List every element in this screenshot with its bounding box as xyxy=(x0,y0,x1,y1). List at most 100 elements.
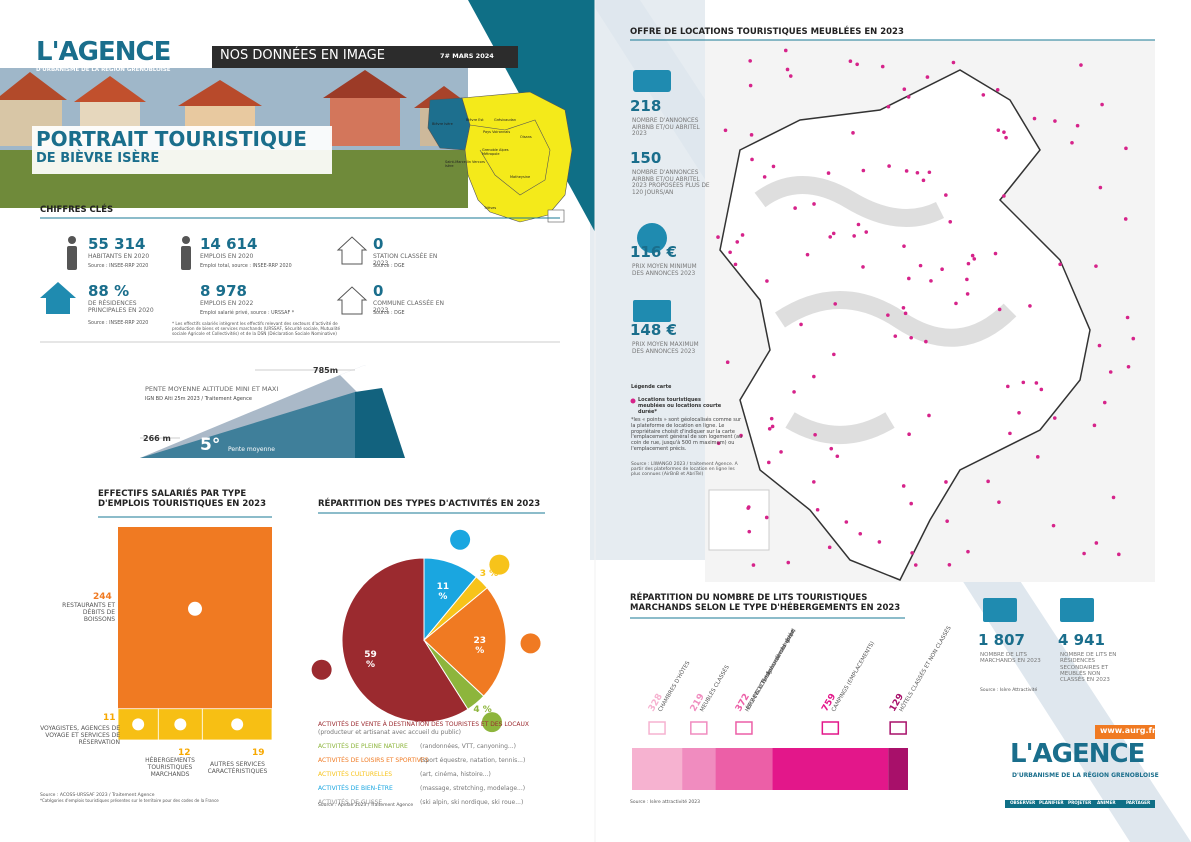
rental-dot xyxy=(966,549,970,554)
rental-dot xyxy=(1082,551,1086,556)
rental-dot xyxy=(909,501,913,506)
rental-dot xyxy=(750,157,754,162)
rental-dot xyxy=(852,234,856,238)
url: www.aurg.fr xyxy=(1100,726,1156,735)
section-title: OFFRE DE LOCATIONS TOURISTIQUES MEUBLÉES… xyxy=(630,27,904,37)
cell-icon xyxy=(188,601,202,616)
legend-description: (ski alpin, ski nordique, ski roue...) xyxy=(420,799,524,806)
rental-label: NOMBRE D'ANNONCES AIRBNB ET/OU ABRITEL 2… xyxy=(632,170,710,196)
rental-dot xyxy=(1111,495,1116,500)
title-box xyxy=(32,126,332,174)
rental-dot xyxy=(981,93,986,97)
key-figure-source: Emploi total, source : INSEE-RRP 2020 xyxy=(200,264,292,269)
rental-dot xyxy=(951,60,956,65)
region-label: Trièves xyxy=(484,206,497,210)
legend-title: Légende carte xyxy=(631,384,672,390)
rental-dot xyxy=(901,306,906,310)
rental-dot xyxy=(886,313,890,317)
rental-dot xyxy=(904,169,909,173)
key-figure-value: 55 314 xyxy=(88,235,146,253)
rental-dot xyxy=(1039,387,1044,392)
nav-item: PLANIFIER xyxy=(1039,800,1064,805)
rental-dot xyxy=(944,193,948,197)
rental-dot xyxy=(805,252,810,257)
rental-dot xyxy=(740,233,745,237)
key-figure-label: EMPLOIS EN 2020 xyxy=(200,253,254,260)
rental-dot xyxy=(921,178,926,183)
logo: L'AGENCE xyxy=(36,37,171,67)
rental-dot xyxy=(748,59,752,63)
rental-dot xyxy=(997,500,1001,504)
rental-dot xyxy=(728,250,732,255)
key-figure-label: DE RÉSIDENCES PRINCIPALES EN 2020 xyxy=(88,300,154,314)
issue: 7# MARS 2024 xyxy=(440,52,494,60)
rental-dots xyxy=(716,48,1136,567)
nav-item: PARTAGER xyxy=(1126,800,1151,805)
legend-name: ACTIVITÉS DE BIEN-ÊTRE xyxy=(318,785,393,792)
category-label: MEUBLÉS CLASSÉS xyxy=(698,663,731,713)
rental-dot xyxy=(887,164,891,168)
rental-dot xyxy=(944,480,948,484)
lodging-icon xyxy=(735,721,753,735)
category-label: AUTRES SERVICES CARACTÉRISTIQUES xyxy=(207,761,268,775)
rental-dot xyxy=(970,253,975,258)
rental-dot xyxy=(733,262,738,267)
rental-dot xyxy=(901,484,906,488)
rental-dot xyxy=(877,540,882,544)
legend-name: ACTIVITÉS CULTURELLES xyxy=(318,771,393,778)
region-label: Pays Voironnais xyxy=(483,130,511,134)
rental-dot xyxy=(739,433,743,438)
key-figure-source: Source : INSEE-RRP 2020 xyxy=(88,264,149,269)
rental-dot xyxy=(913,563,918,567)
source: Source : Isère Attractivité xyxy=(980,688,1038,693)
rental-dot xyxy=(996,128,1001,132)
rental-dot xyxy=(902,244,906,248)
activity-icon xyxy=(520,633,541,654)
lodging-icon xyxy=(690,721,708,735)
rental-dot xyxy=(886,104,891,109)
region-label: Grenoble Alpes Métropole xyxy=(482,148,509,157)
series-name: NOS DONNÉES EN IMAGE xyxy=(220,48,385,63)
legend-description: (randonnées, VTT, canyoning...) xyxy=(420,743,516,750)
region-label: Bièvre Isère xyxy=(432,122,453,126)
rental-dot xyxy=(972,257,977,261)
rental-dot xyxy=(828,235,833,239)
rental-dot xyxy=(906,95,911,99)
rental-dot xyxy=(748,83,753,88)
rental-dot xyxy=(716,441,721,446)
rental-dot xyxy=(813,432,817,437)
rental-dot xyxy=(1123,217,1128,221)
beds-label: NOMBRE DE LITS EN RÉSIDENCES SECONDAIRES… xyxy=(1060,652,1117,684)
key-figure-value: 14 614 xyxy=(200,235,258,253)
rental-dot xyxy=(770,424,775,429)
rental-dot xyxy=(835,454,840,459)
rental-dot xyxy=(1021,380,1026,385)
bar-segment xyxy=(772,748,889,790)
rental-dot xyxy=(1131,336,1136,341)
rental-dot xyxy=(851,131,855,135)
rental-dot xyxy=(1070,140,1074,145)
rental-dot xyxy=(746,506,750,510)
rental-label: NOMBRE D'ANNONCES AIRBNB ET/OU ABRITEL 2… xyxy=(632,118,700,138)
section-title: CHIFFRES CLÉS xyxy=(40,205,114,215)
rental-dot xyxy=(1098,185,1103,190)
rental-dot xyxy=(1006,384,1010,389)
rental-dot xyxy=(864,230,869,234)
rental-label: PRIX MOYEN MINIMUM DES ANNONCES 2023 xyxy=(632,264,697,277)
legend-name: ACTIVITÉS DE LOISIRS ET SPORTIVES xyxy=(318,757,429,764)
slope-min: 266 m xyxy=(143,434,171,443)
rental-dot xyxy=(832,352,836,357)
rental-dot xyxy=(799,322,803,327)
rental-dot xyxy=(929,279,933,283)
rental-dot xyxy=(1017,411,1021,415)
activity-icon xyxy=(311,659,332,680)
legend-dot xyxy=(630,398,636,404)
value-label: 19 xyxy=(252,748,265,758)
slope-graphic xyxy=(140,365,405,458)
rental-dot xyxy=(856,222,861,227)
rental-dot xyxy=(792,390,796,394)
rental-dot xyxy=(924,339,928,344)
rental-dot xyxy=(1002,194,1006,198)
value-label: 11 xyxy=(103,713,116,723)
source: Source : ACOSS-URSSAF 2023 / Traitement … xyxy=(40,793,155,798)
